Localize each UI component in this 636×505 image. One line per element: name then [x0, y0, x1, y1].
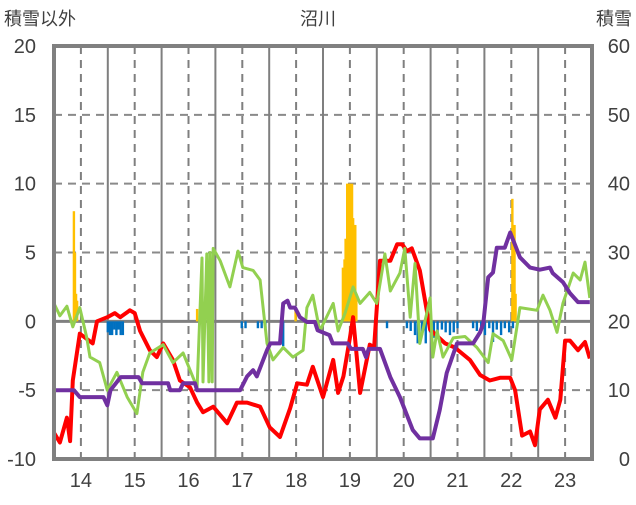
y-left-tick-label: 20 — [14, 36, 36, 58]
x-tick-label: 17 — [231, 470, 253, 492]
bars-blue-bar — [471, 321, 475, 329]
x-tick-label: 16 — [177, 470, 199, 492]
bars-orange-bar — [73, 252, 77, 322]
bars-blue-bar — [244, 321, 247, 329]
series-green — [52, 246, 592, 416]
bars-orange-bar — [354, 224, 357, 322]
y-right-tick-label: 10 — [608, 380, 630, 402]
bars-blue-bar — [507, 321, 511, 333]
bars-blue-bar — [488, 321, 491, 329]
bars-blue-bar — [424, 321, 427, 344]
y-left-tick-label: -5 — [18, 380, 36, 402]
y-right-tick-label: 60 — [608, 36, 630, 58]
bars-blue-bar — [503, 321, 507, 329]
x-tick-label: 18 — [285, 470, 307, 492]
x-tick-label: 23 — [554, 470, 576, 492]
y-left-tick-label: -10 — [7, 449, 36, 471]
bars-blue-bar — [444, 321, 447, 333]
chart-title: 沼川 — [300, 9, 336, 29]
bars-blue-bar — [106, 321, 109, 333]
x-tick-label: 22 — [500, 470, 522, 492]
bars-blue-bar — [452, 321, 455, 333]
bars-orange-bar — [344, 238, 347, 322]
y-right-tick-label: 40 — [608, 174, 630, 196]
y-left-tick-label: 15 — [14, 105, 36, 127]
x-tick-label: 14 — [70, 470, 92, 492]
x-tick-label: 20 — [393, 470, 415, 492]
bars-blue-bar — [281, 321, 285, 347]
bars-blue-bar — [413, 321, 417, 336]
bars-blue-bar — [432, 321, 436, 338]
bars-blue-bar — [456, 321, 459, 329]
bars-blue-bar — [117, 321, 120, 330]
y-right-tick-label: 0 — [619, 449, 630, 471]
plot-frame — [52, 44, 594, 461]
bars-blue-bar — [483, 321, 487, 336]
x-tick-label: 15 — [124, 470, 146, 492]
x-tick-label: 19 — [339, 470, 361, 492]
bars-blue-bar — [499, 321, 503, 336]
bars-blue-bar — [113, 321, 116, 330]
y-left-tick-label: 5 — [25, 243, 36, 265]
bars-blue-bar — [495, 321, 498, 330]
y-right-tick-label: 20 — [608, 311, 630, 333]
y-right-tick-label: 50 — [608, 105, 630, 127]
bars-blue-bar — [260, 321, 263, 329]
bars-blue-bar — [256, 321, 260, 329]
bars-orange-bar — [341, 267, 345, 322]
y-left-tick-label: 0 — [25, 311, 36, 333]
series-purple — [54, 230, 590, 441]
bars-orange-bar — [355, 293, 358, 322]
bars-orange-bar — [346, 183, 349, 322]
bars-blue-bar — [110, 321, 114, 336]
bars-blue-bar — [405, 321, 409, 329]
bars-orange-bar — [513, 224, 516, 322]
right-axis-title: 積雪 — [596, 9, 632, 29]
x-tick-label: 21 — [446, 470, 468, 492]
series-lines — [52, 230, 592, 448]
bars-blue-bar — [440, 321, 444, 330]
bars-blue-bar — [121, 321, 125, 336]
bars-blue-bar — [240, 321, 243, 329]
bars-orange-bar — [294, 308, 297, 322]
series-red — [52, 242, 592, 448]
bars-blue-bar — [475, 321, 479, 331]
bars-blue-bar — [108, 321, 112, 336]
bars-orange-bar — [195, 308, 199, 322]
bars-blue-bar — [385, 321, 389, 329]
left-axis-title: 積雪以外 — [4, 9, 76, 29]
bars-blue-bar — [409, 321, 412, 331]
y-left-tick-label: 10 — [14, 174, 36, 196]
bars-blue-bar — [511, 321, 515, 329]
y-right-tick-label: 30 — [608, 243, 630, 265]
bars-blue-bar — [115, 321, 118, 336]
bars-blue-bar — [436, 321, 439, 336]
bars-blue-bar — [119, 321, 122, 336]
bars-orange-bar — [514, 293, 517, 322]
bars-blue-bar — [448, 321, 452, 336]
bars-blue-bar — [491, 321, 495, 342]
